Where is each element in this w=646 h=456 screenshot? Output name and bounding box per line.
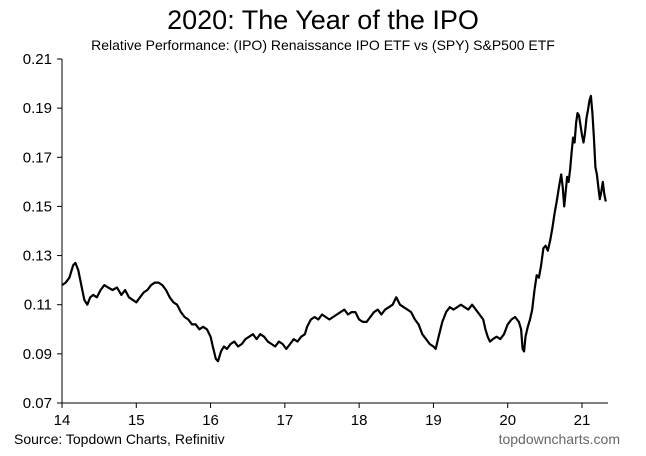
x-tick-label: 18 — [351, 412, 368, 429]
series-line — [61, 94, 607, 363]
plot-frame — [61, 59, 608, 404]
y-tick-label: 0.19 — [23, 100, 52, 117]
y-tick-label: 0.15 — [23, 198, 52, 215]
y-tick-label: 0.11 — [24, 297, 52, 314]
x-tick-label: 15 — [128, 412, 145, 429]
chart-title: 2020: The Year of the IPO — [167, 5, 479, 35]
x-tick-label: 21 — [574, 412, 591, 429]
source-note: Source: Topdown Charts, Refinitiv — [14, 431, 225, 447]
x-axis-ticks: 14 15 16 17 18 19 20 21 — [54, 403, 591, 429]
y-tick-label: 0.09 — [23, 346, 52, 363]
y-tick-label: 0.13 — [23, 248, 52, 265]
x-tick-label: 14 — [54, 412, 71, 429]
chart-subtitle: Relative Performance: (IPO) Renaissance … — [91, 37, 555, 53]
y-axis-ticks: 0.07 0.09 0.11 0.13 0.15 0.17 0.19 0.21 — [23, 51, 62, 412]
x-tick-label: 17 — [277, 412, 294, 429]
brand-watermark: topdowncharts.com — [498, 431, 620, 447]
y-tick-label: 0.07 — [23, 395, 52, 412]
series-group — [61, 94, 607, 363]
x-tick-label: 16 — [202, 412, 219, 429]
x-tick-label: 19 — [425, 412, 442, 429]
y-tick-label: 0.17 — [23, 149, 52, 166]
y-tick-label: 0.21 — [23, 51, 52, 68]
x-tick-label: 20 — [499, 412, 516, 429]
